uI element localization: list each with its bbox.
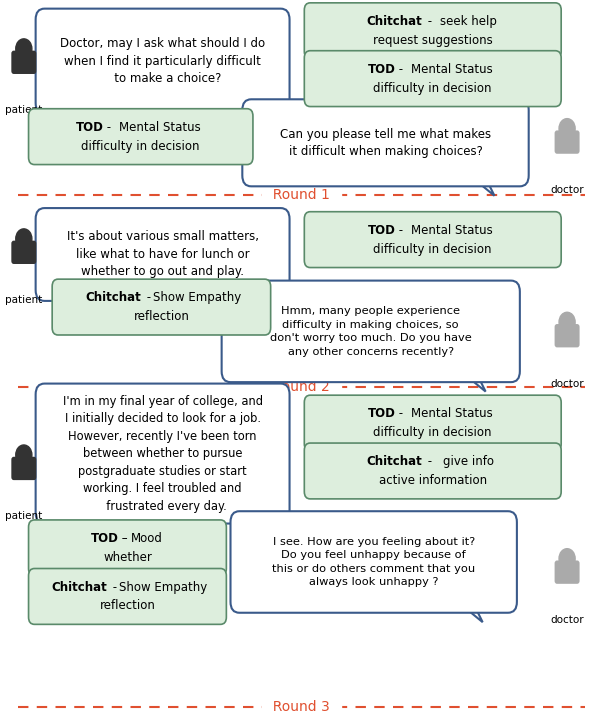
Text: Chitchat: Chitchat	[367, 455, 422, 468]
Text: -: -	[103, 121, 115, 134]
Text: -: -	[143, 291, 154, 304]
Text: -: -	[109, 580, 121, 593]
Text: whether: whether	[103, 551, 152, 563]
Text: -: -	[423, 455, 435, 468]
Text: patient: patient	[5, 105, 42, 115]
FancyBboxPatch shape	[554, 324, 579, 347]
Text: TOD: TOD	[91, 532, 119, 545]
Text: -: -	[395, 407, 407, 420]
Text: Doctor, may I ask what should I do
when I find it particularly difficult
   to m: Doctor, may I ask what should I do when …	[60, 37, 265, 85]
FancyBboxPatch shape	[11, 456, 36, 480]
FancyBboxPatch shape	[36, 208, 289, 301]
Text: Chitchat: Chitchat	[51, 580, 107, 593]
Text: -: -	[423, 15, 435, 28]
Text: difficulty in decision: difficulty in decision	[374, 426, 492, 439]
FancyBboxPatch shape	[230, 511, 517, 613]
FancyBboxPatch shape	[304, 443, 561, 499]
Text: Round 1: Round 1	[264, 188, 338, 202]
Text: active information: active information	[379, 474, 487, 487]
Text: difficulty in decision: difficulty in decision	[81, 140, 200, 153]
FancyBboxPatch shape	[36, 9, 289, 114]
Text: Round 3: Round 3	[264, 700, 338, 714]
Circle shape	[559, 119, 575, 138]
FancyBboxPatch shape	[222, 280, 520, 382]
Circle shape	[559, 549, 575, 569]
Circle shape	[16, 229, 32, 249]
FancyBboxPatch shape	[304, 3, 561, 59]
Text: reflection: reflection	[99, 599, 155, 612]
Polygon shape	[461, 371, 486, 392]
FancyBboxPatch shape	[11, 241, 36, 264]
Text: TOD: TOD	[368, 63, 395, 76]
Text: Hmm, many people experience
difficulty in making choices, so
don't worry too muc: Hmm, many people experience difficulty i…	[270, 306, 472, 357]
Text: Round 2: Round 2	[264, 380, 338, 394]
FancyBboxPatch shape	[11, 51, 36, 74]
FancyBboxPatch shape	[554, 561, 579, 584]
Circle shape	[559, 312, 575, 332]
Text: -: -	[395, 223, 407, 237]
Text: difficulty in decision: difficulty in decision	[374, 242, 492, 256]
FancyBboxPatch shape	[29, 520, 227, 576]
Text: Mental Status: Mental Status	[411, 223, 493, 237]
Text: –: –	[118, 532, 131, 545]
Text: give info: give info	[443, 455, 493, 468]
FancyBboxPatch shape	[242, 99, 529, 186]
Text: It's about various small matters,
like what to have for lunch or
whether to go o: It's about various small matters, like w…	[66, 231, 258, 279]
Text: I'm in my final year of college, and
I initially decided to look for a job.
Howe: I'm in my final year of college, and I i…	[63, 395, 263, 513]
FancyBboxPatch shape	[304, 395, 561, 451]
Polygon shape	[469, 175, 495, 196]
Text: doctor: doctor	[550, 379, 584, 389]
Text: TOD: TOD	[368, 407, 395, 420]
Polygon shape	[74, 513, 89, 533]
Text: doctor: doctor	[550, 615, 584, 625]
Text: reflection: reflection	[133, 310, 190, 323]
Text: -: -	[395, 63, 407, 76]
Polygon shape	[74, 290, 89, 310]
Text: seek help: seek help	[440, 15, 496, 28]
Text: Show Empathy: Show Empathy	[152, 291, 241, 304]
Circle shape	[16, 445, 32, 464]
Text: doctor: doctor	[550, 185, 584, 195]
Text: Can you please tell me what makes
it difficult when making choices?: Can you please tell me what makes it dif…	[280, 127, 491, 158]
Text: Mood: Mood	[131, 532, 163, 545]
Text: Show Empathy: Show Empathy	[118, 580, 207, 593]
FancyBboxPatch shape	[304, 212, 561, 268]
Polygon shape	[74, 103, 89, 123]
Text: Mental Status: Mental Status	[119, 121, 201, 134]
Polygon shape	[458, 602, 483, 622]
FancyBboxPatch shape	[36, 384, 289, 523]
Text: Mental Status: Mental Status	[411, 407, 493, 420]
Text: Chitchat: Chitchat	[367, 15, 422, 28]
FancyBboxPatch shape	[554, 130, 579, 154]
FancyBboxPatch shape	[29, 569, 227, 625]
FancyBboxPatch shape	[304, 51, 561, 106]
Circle shape	[16, 39, 32, 59]
Text: TOD: TOD	[368, 223, 395, 237]
Text: Mental Status: Mental Status	[411, 63, 493, 76]
Text: TOD: TOD	[75, 121, 103, 134]
Text: Chitchat: Chitchat	[86, 291, 141, 304]
Text: I see. How are you feeling about it?
Do you feel unhappy because of
this or do o: I see. How are you feeling about it? Do …	[272, 537, 475, 587]
FancyBboxPatch shape	[29, 108, 253, 165]
Text: difficulty in decision: difficulty in decision	[374, 82, 492, 95]
Text: patient: patient	[5, 511, 42, 521]
Text: request suggestions: request suggestions	[373, 33, 493, 47]
Text: patient: patient	[5, 295, 42, 305]
FancyBboxPatch shape	[52, 279, 271, 335]
